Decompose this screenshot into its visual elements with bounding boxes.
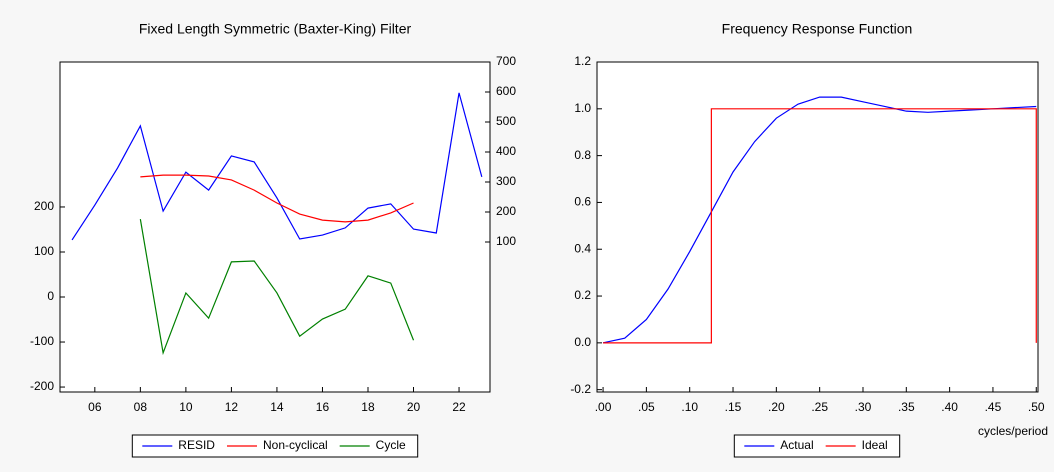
x-tick-label: 14 bbox=[270, 400, 284, 414]
x-tick-label: .45 bbox=[985, 400, 1002, 414]
x-tick-label: .05 bbox=[638, 400, 655, 414]
y-tick-label: 1.0 bbox=[574, 101, 591, 115]
y-tick-label: -0.2 bbox=[570, 382, 591, 396]
legend-label: Actual bbox=[780, 438, 813, 452]
y-tick-label: 100 bbox=[34, 244, 54, 258]
x-tick-label: .50 bbox=[1028, 400, 1045, 414]
x-tick-label: .10 bbox=[681, 400, 698, 414]
x-tick-label: 22 bbox=[452, 400, 466, 414]
y-tick-label: 0.2 bbox=[574, 288, 591, 302]
x-tick-label: .25 bbox=[811, 400, 828, 414]
series-line bbox=[139, 219, 415, 356]
chart-title: Frequency Response Function bbox=[722, 21, 913, 37]
x-tick-label: 06 bbox=[88, 400, 102, 414]
plot-area bbox=[596, 61, 1039, 393]
y-tick-label: 0.6 bbox=[574, 195, 591, 209]
x-tick-label: 10 bbox=[179, 400, 193, 414]
series-line bbox=[603, 108, 1037, 344]
legend-label: Cycle bbox=[376, 438, 406, 452]
y-tick-label: 0.4 bbox=[574, 241, 591, 255]
y2-tick-label: 300 bbox=[496, 174, 516, 188]
x-tick-label: .40 bbox=[941, 400, 958, 414]
series-line bbox=[71, 92, 483, 241]
y-tick-label: -100 bbox=[30, 334, 54, 348]
y2-tick-label: 100 bbox=[496, 234, 516, 248]
x-tick-label: .00 bbox=[595, 400, 612, 414]
y2-tick-label: 400 bbox=[496, 144, 516, 158]
x-tick-label: 20 bbox=[407, 400, 421, 414]
legend-label: RESID bbox=[178, 438, 215, 452]
y-tick-label: 0 bbox=[47, 289, 54, 303]
legend-box bbox=[131, 434, 419, 458]
plot-area bbox=[59, 61, 491, 393]
y-tick-label: 1.2 bbox=[574, 54, 591, 68]
x-tick-label: 16 bbox=[316, 400, 330, 414]
x-tick-label: .35 bbox=[898, 400, 915, 414]
legend-label: Non-cyclical bbox=[263, 438, 328, 452]
legend-label: Ideal bbox=[862, 438, 888, 452]
y2-tick-label: 200 bbox=[496, 204, 516, 218]
x-tick-label: .15 bbox=[725, 400, 742, 414]
y2-tick-label: 500 bbox=[496, 114, 516, 128]
y-tick-label: 0.0 bbox=[574, 335, 591, 349]
x-tick-label: 08 bbox=[134, 400, 148, 414]
y-tick-label: 0.8 bbox=[574, 148, 591, 162]
y2-tick-label: 600 bbox=[496, 84, 516, 98]
x-tick-label: 18 bbox=[361, 400, 375, 414]
x-axis-label: cycles/period bbox=[978, 424, 1048, 438]
x-tick-label: .30 bbox=[855, 400, 872, 414]
series-line bbox=[140, 174, 414, 223]
chart-title: Fixed Length Symmetric (Baxter-King) Fil… bbox=[139, 21, 412, 37]
x-tick-label: 12 bbox=[225, 400, 239, 414]
y2-tick-label: 700 bbox=[496, 54, 516, 68]
legend-box bbox=[733, 434, 901, 458]
series-line bbox=[602, 96, 1037, 344]
x-tick-label: .20 bbox=[768, 400, 785, 414]
y-tick-label: -200 bbox=[30, 379, 54, 393]
y-tick-label: 200 bbox=[34, 199, 54, 213]
